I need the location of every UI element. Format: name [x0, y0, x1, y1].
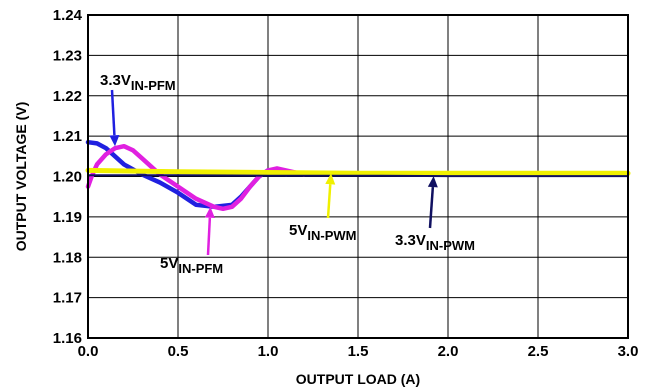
y-tick-label: 1.21 [53, 128, 82, 145]
y-tick-label: 1.22 [53, 88, 82, 105]
annotation-3v3-pfm: 3.3VIN-PFM [100, 72, 176, 147]
x-axis-title: OUTPUT LOAD (A) [296, 371, 420, 387]
y-tick-label: 1.24 [53, 7, 83, 24]
series-line-5v-pwm [85, 167, 631, 176]
y-tick-label: 1.16 [53, 330, 82, 347]
annotation-label-3v3-pfm: 3.3VIN-PFM [100, 72, 176, 93]
y-tick-label: 1.17 [53, 290, 82, 307]
annotation-3v3-pwm: 3.3VIN-PWM [395, 176, 475, 253]
x-tick-label: 0.5 [168, 343, 189, 360]
annotation-label-3v3-pwm: 3.3VIN-PWM [395, 232, 475, 253]
y-axis-title: OUTPUT VOLTAGE (V) [13, 102, 29, 252]
annotation-5v-pwm: 5VIN-PWM [289, 173, 356, 243]
series-line-5v-pfm [85, 143, 307, 212]
annotation-label-5v-pwm: 5VIN-PWM [289, 222, 356, 243]
x-tick-label: 1.5 [348, 343, 369, 360]
y-tick-label: 1.18 [53, 249, 82, 266]
x-tick-label: 1.0 [258, 343, 279, 360]
grid [88, 15, 628, 338]
annotation-5v-pfm: 5VIN-PFM [160, 206, 223, 276]
annotation-label-5v-pfm: 5VIN-PFM [160, 255, 223, 276]
y-tick-label: 1.20 [53, 169, 82, 186]
x-tick-label: 3.0 [618, 343, 639, 360]
x-tick-label: 0.0 [78, 343, 99, 360]
series-layer [85, 139, 631, 212]
series-line-3v3-pwm [87, 174, 629, 178]
y-tick-labels: 1.16 1.17 1.18 1.19 1.20 1.21 1.22 1.23 1.24 [53, 7, 83, 347]
y-tick-label: 1.19 [53, 209, 82, 226]
plot-frame [87, 14, 629, 339]
annotations: 3.3VIN-PFM 5VIN-PFM 5VIN-PWM 3.3VIN-PWM [100, 72, 475, 276]
x-tick-label: 2.5 [528, 343, 549, 360]
x-tick-label: 2.0 [438, 343, 459, 360]
y-tick-label: 1.23 [53, 47, 82, 64]
x-tick-labels: 0.0 0.5 1.0 1.5 2.0 2.5 3.0 [78, 343, 639, 360]
